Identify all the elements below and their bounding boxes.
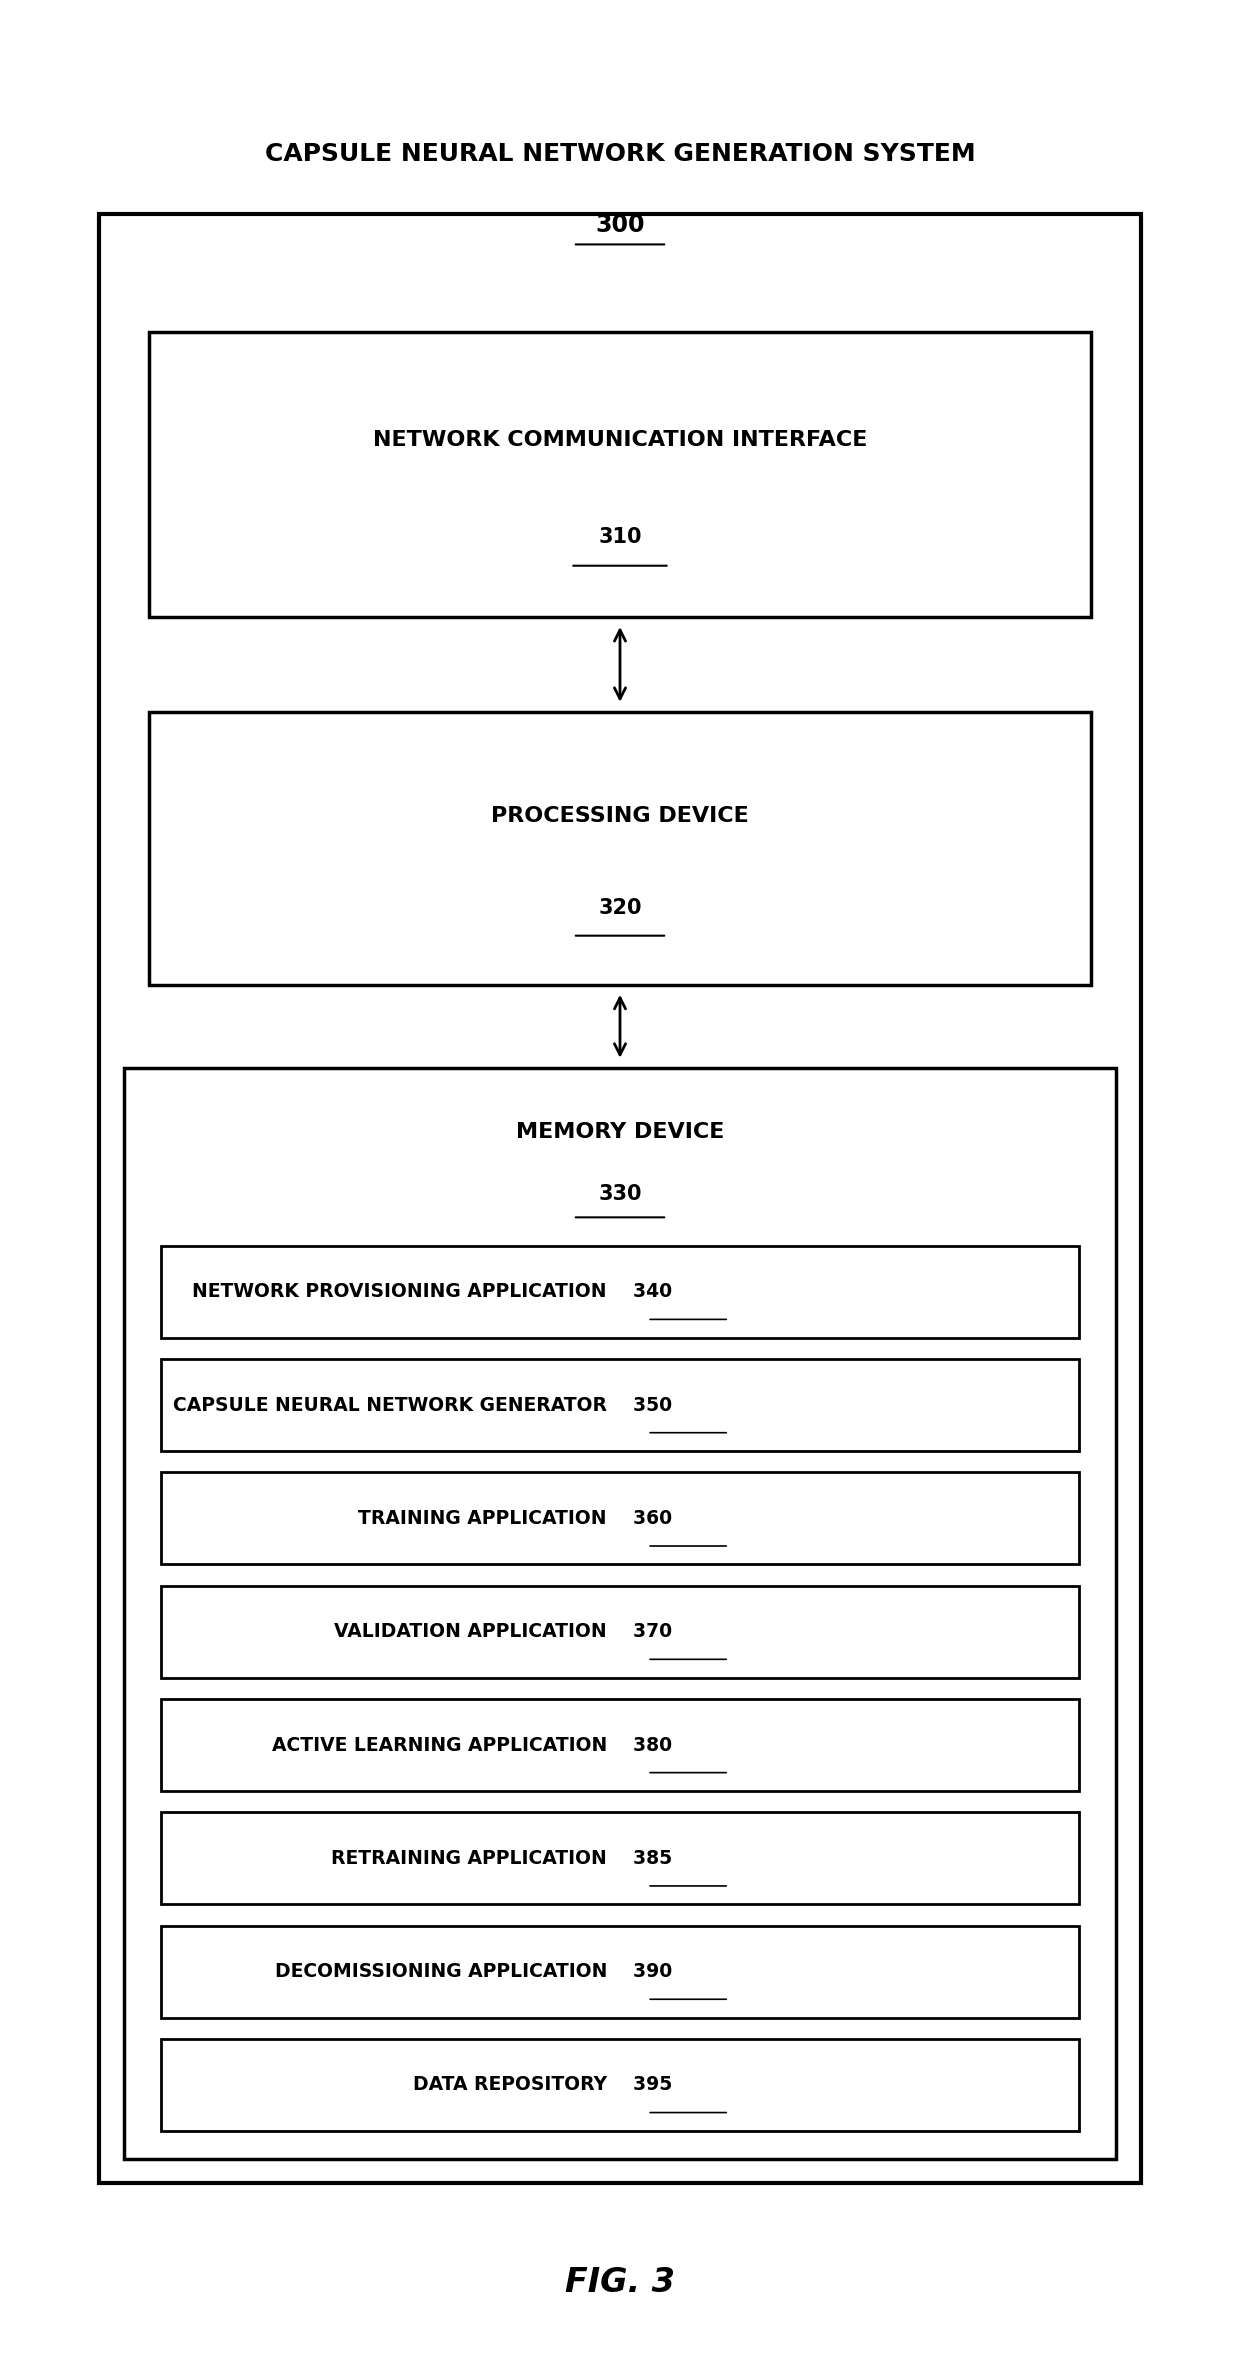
FancyBboxPatch shape bbox=[161, 1471, 1079, 1564]
Text: 395: 395 bbox=[620, 2076, 672, 2095]
Text: 300: 300 bbox=[595, 214, 645, 237]
FancyBboxPatch shape bbox=[161, 1360, 1079, 1452]
Text: PROCESSING DEVICE: PROCESSING DEVICE bbox=[491, 804, 749, 826]
Text: 350: 350 bbox=[620, 1395, 672, 1414]
Text: DECOMISSIONING APPLICATION: DECOMISSIONING APPLICATION bbox=[274, 1962, 620, 1981]
Text: 370: 370 bbox=[620, 1623, 672, 1642]
Text: 310: 310 bbox=[598, 527, 642, 548]
Text: 320: 320 bbox=[598, 899, 642, 918]
Text: MEMORY DEVICE: MEMORY DEVICE bbox=[516, 1122, 724, 1141]
FancyBboxPatch shape bbox=[161, 1927, 1079, 2017]
Text: 385: 385 bbox=[620, 1849, 672, 1868]
Text: TRAINING APPLICATION: TRAINING APPLICATION bbox=[358, 1509, 620, 1528]
Text: DATA REPOSITORY: DATA REPOSITORY bbox=[413, 2076, 620, 2095]
Text: FIG. 3: FIG. 3 bbox=[565, 2266, 675, 2299]
FancyBboxPatch shape bbox=[124, 1068, 1116, 2159]
FancyBboxPatch shape bbox=[149, 332, 1091, 617]
FancyBboxPatch shape bbox=[99, 214, 1141, 2183]
FancyBboxPatch shape bbox=[161, 2038, 1079, 2131]
Text: NETWORK COMMUNICATION INTERFACE: NETWORK COMMUNICATION INTERFACE bbox=[373, 430, 867, 451]
FancyBboxPatch shape bbox=[161, 1813, 1079, 1903]
FancyBboxPatch shape bbox=[161, 1246, 1079, 1338]
Text: CAPSULE NEURAL NETWORK GENERATION SYSTEM: CAPSULE NEURAL NETWORK GENERATION SYSTEM bbox=[264, 142, 976, 166]
FancyBboxPatch shape bbox=[149, 712, 1091, 985]
Text: ACTIVE LEARNING APPLICATION: ACTIVE LEARNING APPLICATION bbox=[272, 1735, 620, 1754]
Text: NETWORK PROVISIONING APPLICATION: NETWORK PROVISIONING APPLICATION bbox=[192, 1281, 620, 1300]
Text: RETRAINING APPLICATION: RETRAINING APPLICATION bbox=[331, 1849, 620, 1868]
Text: 340: 340 bbox=[620, 1281, 672, 1300]
Text: 330: 330 bbox=[598, 1184, 642, 1203]
Text: 390: 390 bbox=[620, 1962, 672, 1981]
FancyBboxPatch shape bbox=[161, 1585, 1079, 1678]
Text: VALIDATION APPLICATION: VALIDATION APPLICATION bbox=[335, 1623, 620, 1642]
Text: 360: 360 bbox=[620, 1509, 672, 1528]
Text: 380: 380 bbox=[620, 1735, 672, 1754]
Text: CAPSULE NEURAL NETWORK GENERATOR: CAPSULE NEURAL NETWORK GENERATOR bbox=[174, 1395, 620, 1414]
FancyBboxPatch shape bbox=[161, 1699, 1079, 1792]
